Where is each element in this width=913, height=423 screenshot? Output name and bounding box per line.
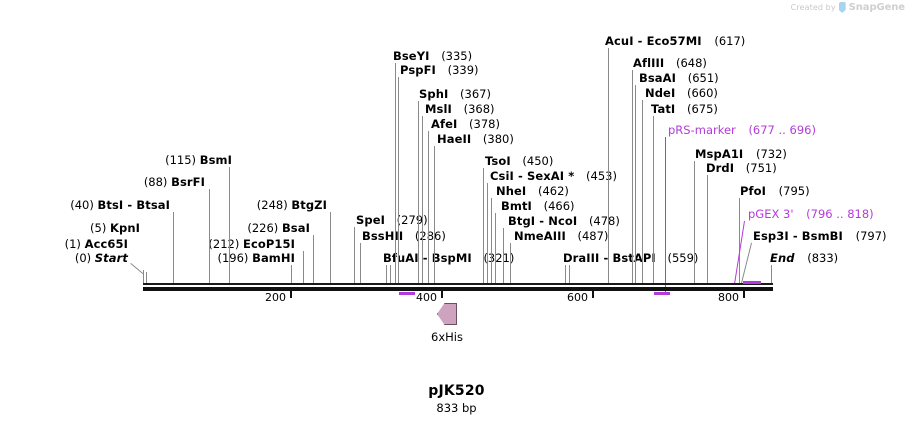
plasmid-name: pJK520: [428, 383, 485, 399]
connector-csii: [487, 183, 488, 284]
connector-sphi: [418, 101, 419, 284]
connector-esp3i: [740, 242, 752, 285]
site-label-tsoi[interactable]: TsoI (450): [485, 154, 554, 168]
site-label-pfoi[interactable]: PfoI (795): [740, 184, 810, 198]
connector-pspfi: [398, 77, 399, 284]
site-label-csii[interactable]: CsiI - SexAI * (453): [490, 169, 617, 183]
site-label-btgi[interactable]: BtgI - NcoI (478): [508, 214, 620, 228]
ruler-tick-200: [290, 291, 292, 298]
connector-kpni: [146, 272, 147, 284]
connector-bsshii: [360, 243, 361, 284]
site-label-btsi[interactable]: (40) BtsI - BtsaI: [70, 198, 170, 212]
connector-acui: [608, 48, 609, 284]
backbone-upper-strand: [143, 283, 773, 285]
site-label-ndei[interactable]: NdeI (660): [645, 86, 718, 100]
site-label-bseyi[interactable]: BseYI (335): [393, 49, 473, 63]
feature-label-pgex3[interactable]: pGEX 3' (796 .. 818): [748, 207, 874, 221]
feature-6xhis-arrow[interactable]: [437, 303, 457, 325]
connector-btsi: [173, 212, 174, 284]
site-label-start[interactable]: (0) Start: [74, 251, 128, 265]
connector-tati: [653, 116, 654, 284]
connector-bfuai: [386, 265, 387, 284]
connector-prs-marker: [665, 137, 666, 292]
feature-label-prs-marker[interactable]: pRS-marker (677 .. 696): [668, 123, 816, 137]
connector-bstapi: [569, 265, 570, 284]
connector-afliii: [632, 70, 633, 284]
ruler-label-800: 800: [718, 291, 739, 304]
feature-bar-6xhis-tick: [399, 292, 415, 295]
connector-btgzi: [330, 212, 331, 284]
site-label-ecop15i[interactable]: (212) EcoP15I: [208, 237, 295, 251]
connector-ecop15i: [303, 251, 304, 284]
plasmid-size: 833 bp: [436, 401, 477, 415]
site-label-afei[interactable]: AfeI (378): [431, 117, 500, 131]
snapgene-logo-icon: [838, 2, 846, 13]
feature-bar-prs-marker[interactable]: [654, 292, 670, 295]
site-label-btgzi[interactable]: (248) BtgZI: [256, 198, 327, 212]
site-label-sphi[interactable]: SphI (367): [419, 87, 491, 101]
snapgene-watermark: Created by SnapGene: [791, 2, 905, 13]
site-label-bsmi[interactable]: (115) BsmI: [165, 153, 232, 167]
ruler-tick-400: [441, 291, 443, 298]
connector-nhei: [491, 198, 492, 284]
ruler-tick-600: [592, 291, 594, 298]
site-label-bsai[interactable]: (226) BsaI: [247, 221, 310, 235]
feature-label-6xhis: 6xHis: [431, 330, 463, 344]
watermark-brand: SnapGene: [848, 2, 905, 13]
connector-bsmi: [229, 167, 230, 284]
site-label-acc65i[interactable]: (1) Acc65I: [64, 237, 128, 251]
connector-nmeaiii: [510, 243, 511, 284]
site-label-draiii[interactable]: DraIII - BstAPI (559): [563, 251, 699, 265]
connector-bmti: [495, 213, 496, 284]
site-label-acui[interactable]: AcuI - Eco57MI (617): [605, 34, 746, 48]
site-label-kpni[interactable]: (5) KpnI: [90, 221, 140, 235]
site-label-afliii[interactable]: AflIII (648): [633, 56, 707, 70]
connector-ndei: [642, 100, 643, 284]
ruler-label-200: 200: [265, 291, 286, 304]
connector-haeii: [434, 146, 435, 284]
connector-msli: [422, 116, 423, 284]
connector-end: [771, 265, 772, 284]
site-label-nmeaiii[interactable]: NmeAIII (487): [514, 229, 609, 243]
ruler-tick-800: [743, 291, 745, 298]
connector-spei: [354, 227, 355, 284]
backbone-lower-strand: [143, 287, 773, 291]
site-label-bmti[interactable]: BmtI (466): [501, 199, 575, 213]
site-label-mspa1i[interactable]: MspA1I (732): [695, 147, 787, 161]
connector-acc65i: [143, 270, 144, 284]
connector-mspa1i: [694, 161, 695, 284]
connector-bamhi: [291, 265, 292, 284]
connector-bsai: [313, 235, 314, 284]
site-label-tati[interactable]: TatI (675): [651, 102, 718, 116]
connector-bsrfi: [209, 189, 210, 284]
site-label-pspfi[interactable]: PspFI (339): [400, 63, 479, 77]
watermark-prefix: Created by: [790, 3, 836, 12]
site-label-end[interactable]: End (833): [770, 251, 839, 265]
site-label-bsaai[interactable]: BsaAI (651): [639, 71, 719, 85]
site-label-drdi[interactable]: DrdI (751): [706, 161, 777, 175]
site-label-nhei[interactable]: NheI (462): [496, 184, 569, 198]
ruler-label-600: 600: [567, 291, 588, 304]
site-label-esp3i[interactable]: Esp3I - BsmBI (797): [753, 229, 887, 243]
site-label-bsrfi[interactable]: (88) BsrFI: [143, 175, 205, 189]
connector-drdi: [707, 175, 708, 284]
connector-bsaai: [635, 85, 636, 284]
site-label-msli[interactable]: MslI (368): [425, 102, 495, 116]
ruler-label-400: 400: [416, 291, 437, 304]
site-label-bamhi[interactable]: (196) BamHI: [217, 251, 295, 265]
connector-pfoi: [739, 198, 740, 284]
connector-btgi: [503, 228, 504, 284]
connector-tsoi: [483, 168, 484, 284]
connector-afei: [428, 131, 429, 284]
site-label-spei[interactable]: SpeI (279): [356, 213, 428, 227]
site-label-haeii[interactable]: HaeII (380): [437, 132, 514, 146]
connector-draiii: [565, 265, 566, 284]
connector-bspmi: [390, 265, 391, 284]
connector-bseyi: [395, 63, 396, 284]
feature-bar-pgex3[interactable]: [743, 281, 761, 284]
